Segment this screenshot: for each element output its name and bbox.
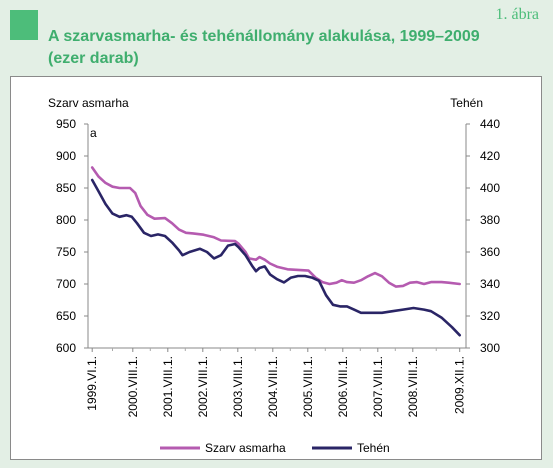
series-line-tehen [90,178,461,337]
left-tick-label: 650 [56,309,76,323]
legend-label: Szarv asmarha [205,441,286,455]
x-tick-label: 2009.XII.1. [453,356,467,414]
left-tick-label: 950 [56,117,76,131]
left-axis-title: Szarv asmarha [48,96,129,110]
x-tick-label: 2006.VIII.1. [336,356,350,417]
chart-panel [10,76,542,460]
right-tick-label: 380 [480,213,500,227]
x-tick-label: 2007.VIII.1. [371,356,385,417]
x-tick-label: 2002.VIII.1. [196,356,210,417]
series-line-szarvasmarha [90,166,461,288]
right-axis-title: Tehén [450,96,483,110]
left-tick-label: 700 [56,277,76,291]
figure-badge [10,10,38,40]
x-tick-label: 2000.VIII.1. [126,356,140,417]
x-tick-label: 2003.VIII.1. [231,356,245,417]
x-tick-label: 2005.VIII.1. [301,356,315,417]
left-tick-label: 600 [56,341,76,355]
x-tick-label: 2004.VIII.1. [266,356,280,417]
right-tick-label: 360 [480,245,500,259]
x-tick-label: 2008.VIII.1. [406,356,420,417]
right-tick-label: 320 [480,309,500,323]
right-tick-label: 340 [480,277,500,291]
x-tick-label: 1999.VI.1. [85,356,99,411]
right-tick-label: 400 [480,181,500,195]
left-tick-label: 850 [56,181,76,195]
right-tick-label: 300 [480,341,500,355]
chart-title: A szarvasmarha- és tehénállomány alakulá… [48,28,480,67]
legend-label: Tehén [357,441,390,455]
right-tick-label: 420 [480,149,500,163]
left-tick-label: 800 [56,213,76,227]
left-tick-label: 900 [56,149,76,163]
left-tick-label: 750 [56,245,76,259]
x-tick-label: 2001.VIII.1. [161,356,175,417]
figure-number: 1. ábra [495,6,539,23]
right-tick-label: 440 [480,117,500,131]
corner-letter: a [90,126,97,140]
